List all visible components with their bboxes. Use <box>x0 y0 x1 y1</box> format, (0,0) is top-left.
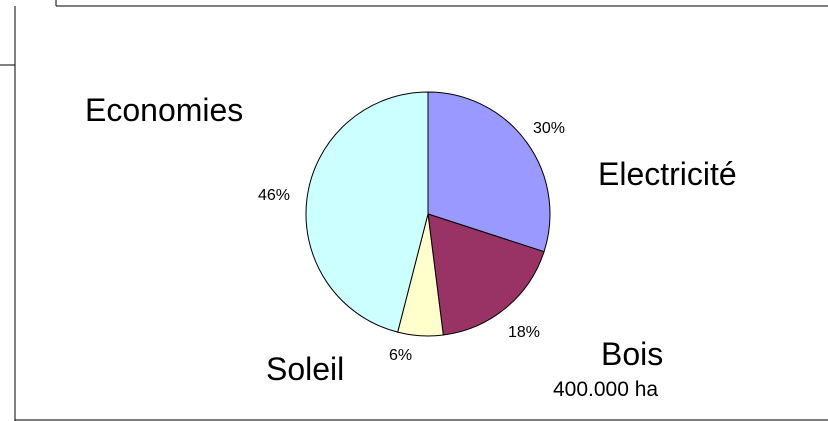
pie-slice-bois <box>427 213 545 336</box>
category-label-bois: Bois <box>601 336 663 372</box>
bois-area-annotation: 400.000 ha <box>553 378 658 401</box>
category-label-electricite: Electricité <box>598 156 737 192</box>
pie-slices <box>305 91 551 337</box>
pie-slice-electricite <box>427 91 551 253</box>
percent-label-economies: 46% <box>258 187 290 204</box>
category-label-soleil: Soleil <box>266 351 344 387</box>
pie-slice-economies <box>305 91 429 333</box>
percent-label-soleil: 6% <box>389 347 412 364</box>
percent-label-bois: 18% <box>508 324 540 341</box>
category-label-economies: Economies <box>85 92 243 128</box>
percent-label-electricite: 30% <box>533 120 565 137</box>
